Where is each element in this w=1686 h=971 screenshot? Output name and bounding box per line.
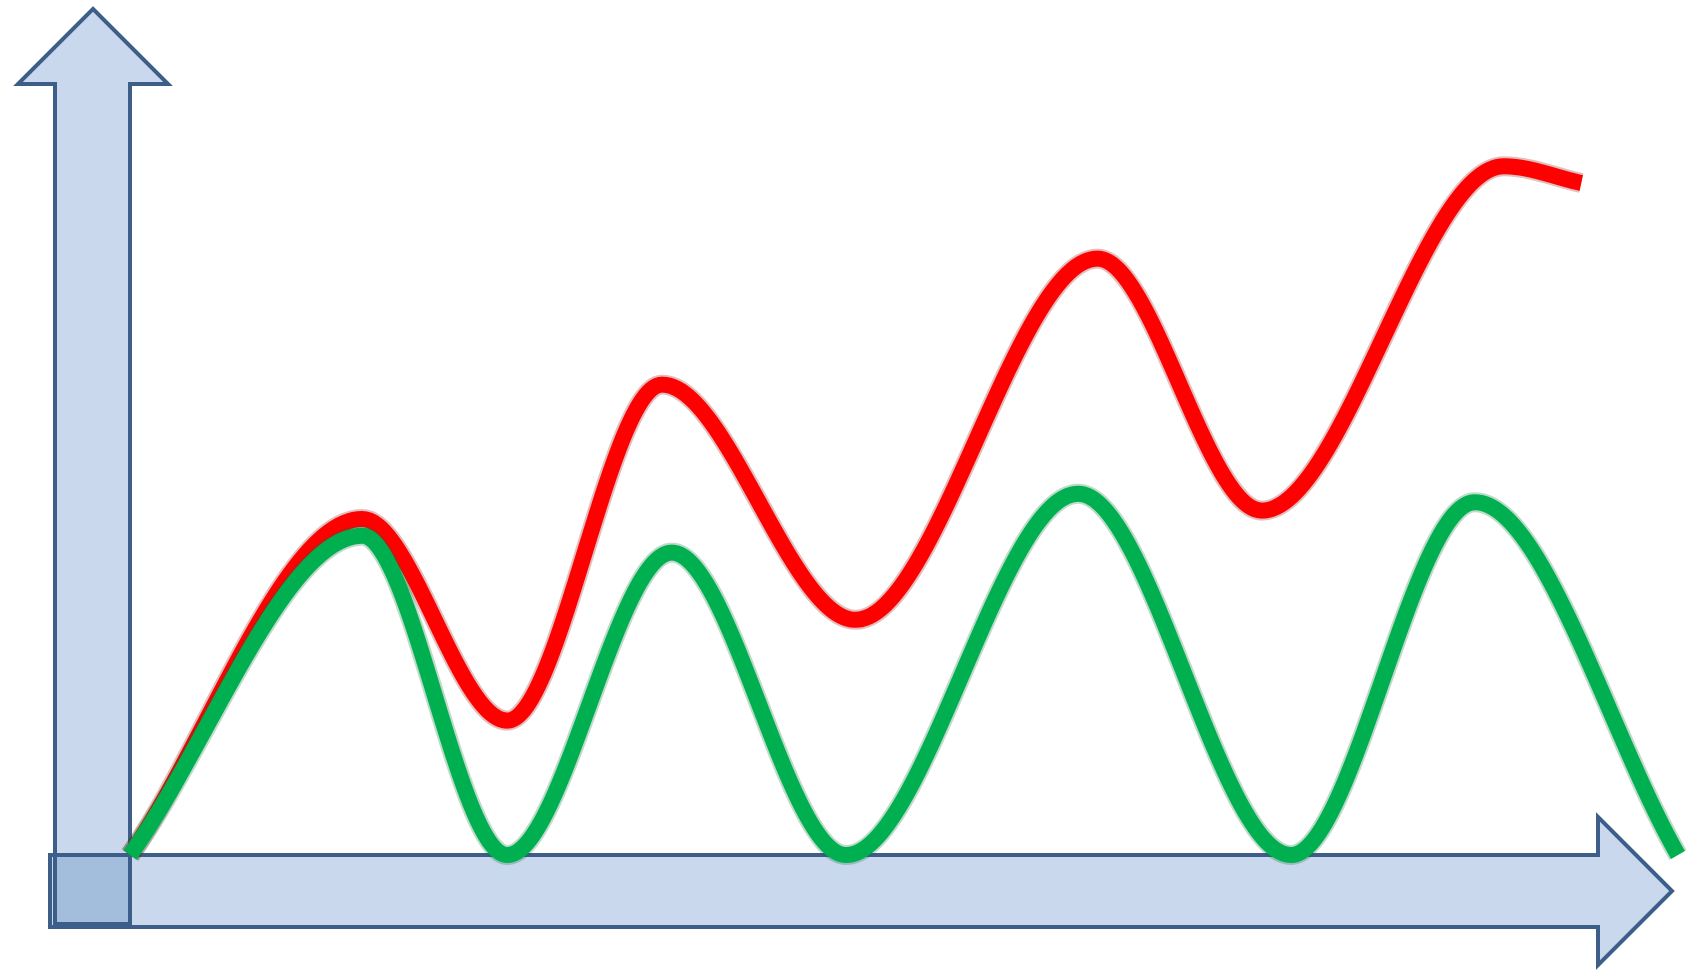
x-axis-arrow <box>48 812 1675 970</box>
y-axis-arrow <box>13 6 173 926</box>
series-lines <box>121 156 1686 865</box>
axes <box>13 6 1675 970</box>
axis-origin-overlap <box>53 853 132 926</box>
series-1-line <box>123 158 1584 860</box>
series-2-line <box>123 485 1685 863</box>
